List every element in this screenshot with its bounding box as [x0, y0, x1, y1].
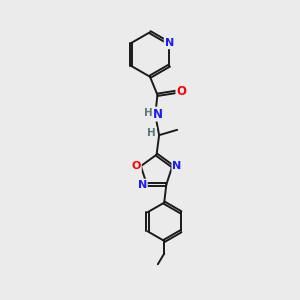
Text: O: O	[131, 161, 141, 171]
Text: N: N	[165, 38, 174, 48]
Text: H: H	[144, 108, 153, 118]
Text: N: N	[138, 180, 147, 190]
Text: N: N	[153, 108, 163, 121]
Text: N: N	[172, 161, 182, 171]
Text: H: H	[147, 128, 156, 138]
Text: O: O	[176, 85, 186, 98]
